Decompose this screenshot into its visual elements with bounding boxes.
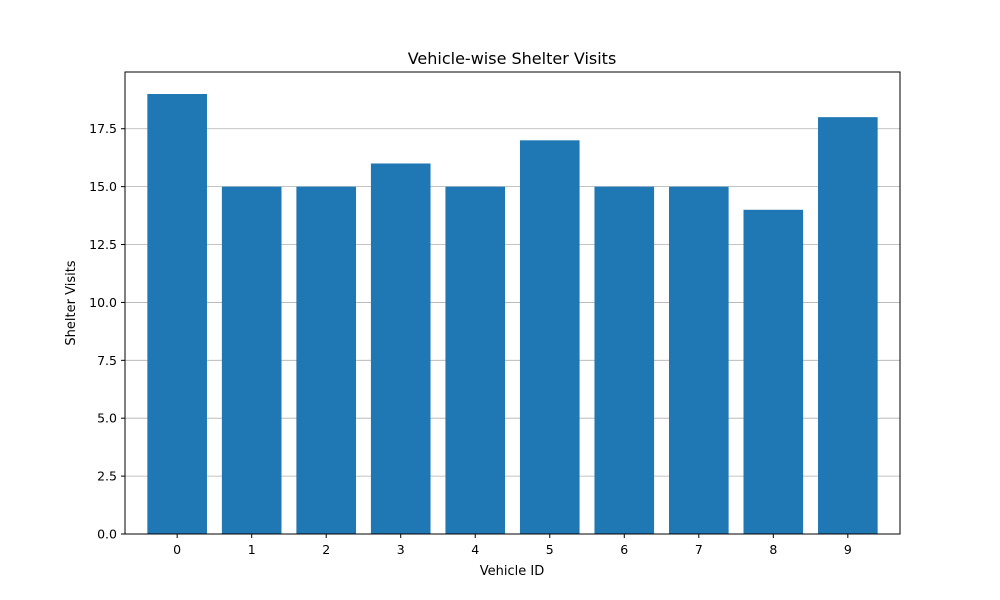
bar-vehicle-6 [594, 186, 655, 534]
x-tick-label: 1 [248, 542, 256, 557]
bar-vehicle-9 [818, 117, 878, 534]
chart-title: Vehicle-wise Shelter Visits [408, 49, 617, 68]
bar-vehicle-1 [221, 186, 282, 534]
plot-frame [124, 71, 901, 535]
bar-vehicle-3 [370, 163, 431, 534]
bar-vehicle-8 [743, 209, 804, 534]
y-axis-label: Shelter Visits [64, 260, 79, 345]
x-tick-label: 0 [173, 542, 181, 557]
x-tick-label: 9 [844, 542, 852, 557]
x-axis-ticks: 0 1 2 3 4 5 6 7 8 9 [173, 534, 852, 557]
y-tick-label: 12.5 [89, 237, 117, 252]
x-tick-label: 2 [322, 542, 330, 557]
x-tick-label: 5 [546, 542, 554, 557]
y-tick-label: 0.0 [97, 527, 117, 542]
bar-vehicle-5 [519, 140, 580, 534]
x-tick-label: 7 [695, 542, 703, 557]
bar-vehicle-0 [147, 94, 207, 534]
x-tick-label: 3 [397, 542, 405, 557]
y-tick-label: 2.5 [97, 469, 117, 484]
y-tick-label: 5.0 [97, 411, 117, 426]
y-tick-label: 10.0 [89, 295, 117, 310]
x-tick-label: 4 [471, 542, 479, 557]
y-tick-label: 7.5 [97, 353, 117, 368]
x-tick-label: 6 [620, 542, 628, 557]
x-tick-label: 8 [769, 542, 777, 557]
y-axis-ticks: 0.0 2.5 5.0 7.5 10.0 12.5 15.0 17.5 [89, 121, 125, 542]
bar-vehicle-4 [445, 186, 506, 534]
y-tick-label: 15.0 [89, 179, 117, 194]
bar-vehicle-7 [668, 186, 729, 534]
x-axis-label: Vehicle ID [480, 564, 544, 579]
bar-vehicle-2 [296, 186, 357, 534]
y-tick-label: 17.5 [89, 121, 117, 136]
bars [147, 94, 878, 534]
